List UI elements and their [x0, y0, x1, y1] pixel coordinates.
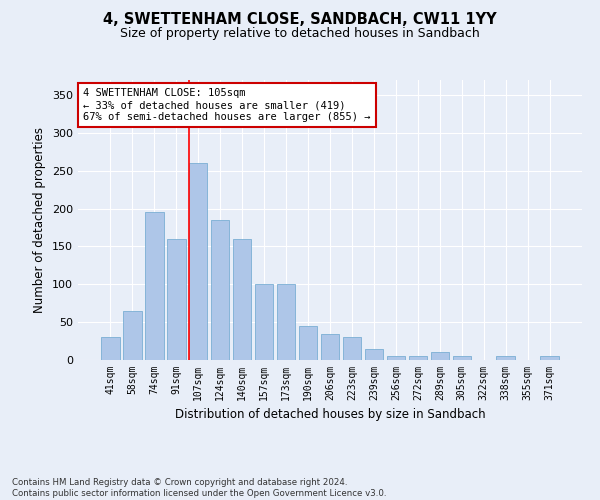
Bar [343, 338, 361, 360]
Text: 4 SWETTENHAM CLOSE: 105sqm
← 33% of detached houses are smaller (419)
67% of sem: 4 SWETTENHAM CLOSE: 105sqm ← 33% of deta… [83, 88, 371, 122]
Bar [101, 338, 119, 360]
Bar [541, 356, 559, 360]
Bar [255, 284, 274, 360]
Bar [431, 352, 449, 360]
Bar [167, 239, 185, 360]
Bar [320, 334, 340, 360]
Bar [189, 163, 208, 360]
Bar [365, 348, 383, 360]
Bar [299, 326, 317, 360]
Bar [123, 311, 142, 360]
Text: Size of property relative to detached houses in Sandbach: Size of property relative to detached ho… [120, 28, 480, 40]
Bar [145, 212, 164, 360]
Y-axis label: Number of detached properties: Number of detached properties [34, 127, 46, 313]
Bar [211, 220, 229, 360]
X-axis label: Distribution of detached houses by size in Sandbach: Distribution of detached houses by size … [175, 408, 485, 422]
Bar [386, 356, 405, 360]
Bar [277, 284, 295, 360]
Bar [452, 356, 471, 360]
Bar [496, 356, 515, 360]
Bar [233, 239, 251, 360]
Text: 4, SWETTENHAM CLOSE, SANDBACH, CW11 1YY: 4, SWETTENHAM CLOSE, SANDBACH, CW11 1YY [103, 12, 497, 28]
Bar [409, 356, 427, 360]
Text: Contains HM Land Registry data © Crown copyright and database right 2024.
Contai: Contains HM Land Registry data © Crown c… [12, 478, 386, 498]
